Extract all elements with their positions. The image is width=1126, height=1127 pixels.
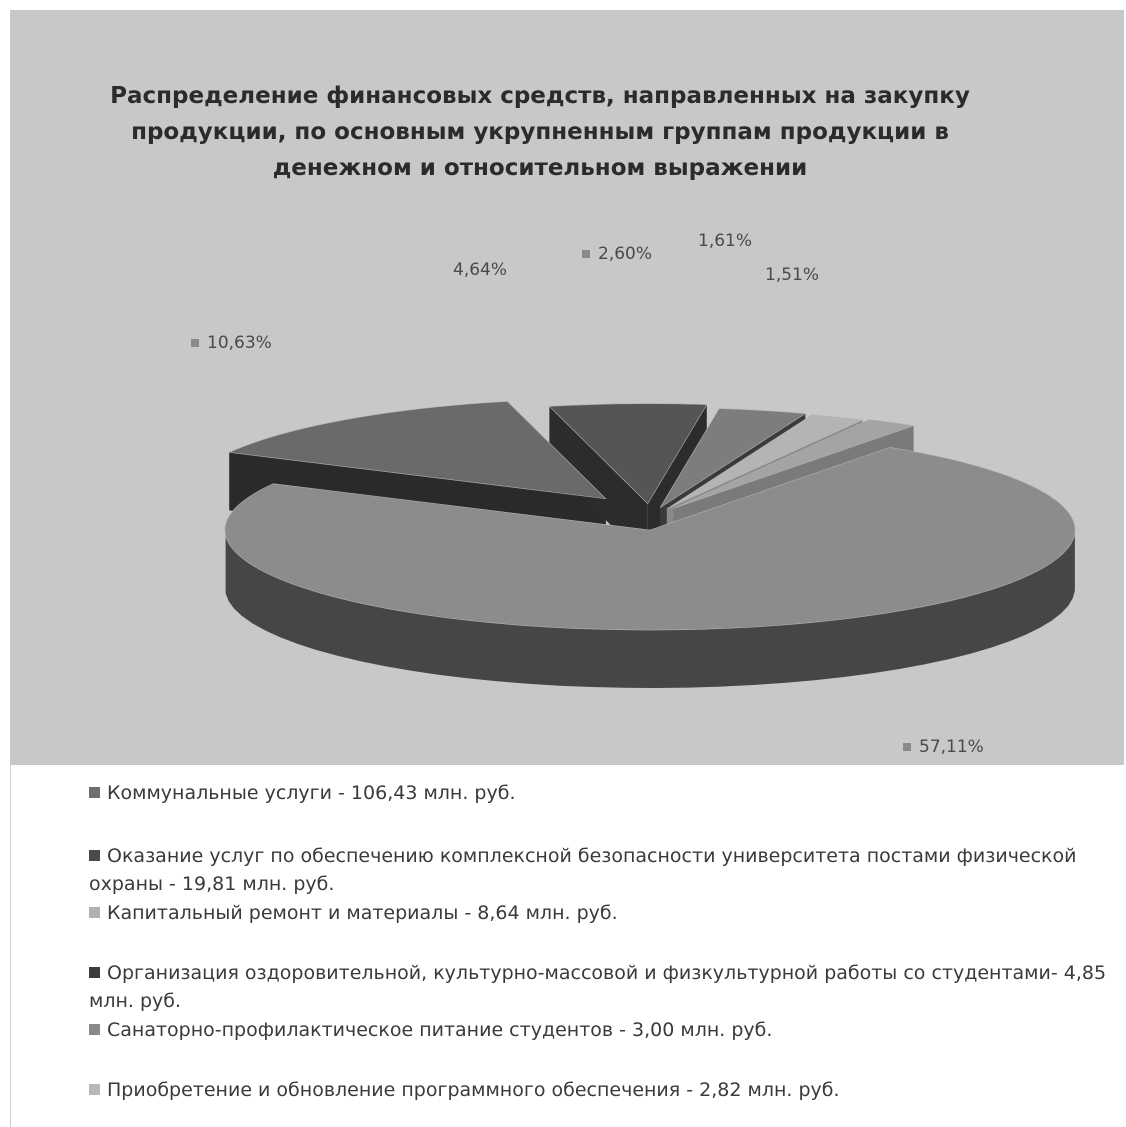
legend-marker-software (89, 1084, 100, 1095)
data-label-repair: 4,64% (453, 260, 507, 280)
chart-title: Распределение финансовых средств, направ… (110, 83, 970, 181)
data-label-software: 1,51% (765, 265, 819, 285)
pie-chart: 57,11% 10,63% 4,64% 2,60% 1,61% 1,51% (191, 231, 1076, 757)
legend-label-communal: Коммунальные услуги - 106,43 млн. руб. (107, 782, 516, 804)
slice-communal (224, 447, 1076, 631)
legend-item-security: Оказание услуг по обеспечению комплексно… (89, 842, 1119, 898)
slice-nutrition (666, 414, 864, 510)
chart-legend: Коммунальные услуги - 106,43 млн. руб. О… (10, 765, 1125, 1127)
legend-marker-nutrition (89, 1024, 100, 1035)
legend-item-students-work: Организация оздоровительной, культурно-м… (89, 959, 1119, 1015)
legend-label-security: Оказание услуг по обеспечению комплексно… (89, 845, 1077, 895)
slice-repair (548, 403, 708, 505)
data-label-nutrition: 1,61% (698, 231, 752, 251)
slice-wall-communal (225, 532, 1075, 688)
data-label-communal: 57,11% (919, 737, 984, 757)
legend-marker-communal (89, 787, 100, 798)
slice-students-work (659, 408, 807, 508)
legend-item-communal: Коммунальные услуги - 106,43 млн. руб. (89, 779, 1119, 807)
legend-item-software: Приобретение и обновление программного о… (89, 1076, 1119, 1104)
legend-label-repair: Капитальный ремонт и материалы - 8,64 мл… (107, 902, 618, 924)
data-label-security: 10,63% (207, 333, 272, 353)
legend-marker-repair (89, 907, 100, 918)
slice-software (673, 419, 914, 509)
legend-label-nutrition: Санаторно-профилактическое питание студе… (107, 1019, 773, 1041)
slice-cut-repair-0 (549, 406, 648, 562)
legend-item-nutrition: Санаторно-профилактическое питание студе… (89, 1016, 1119, 1044)
data-label-students-work: 2,60% (598, 244, 652, 264)
legend-item-repair: Капитальный ремонт и материалы - 8,64 мл… (89, 899, 1119, 927)
data-label-marker-communal (903, 743, 911, 751)
data-label-marker-security (191, 339, 199, 347)
legend-marker-students-work (89, 967, 100, 978)
data-label-marker-students-work (582, 250, 590, 258)
legend-label-students-work: Организация оздоровительной, культурно-м… (89, 962, 1107, 1012)
legend-label-software: Приобретение и обновление программного о… (107, 1079, 840, 1101)
slice-security (228, 401, 607, 500)
legend-marker-security (89, 850, 100, 861)
